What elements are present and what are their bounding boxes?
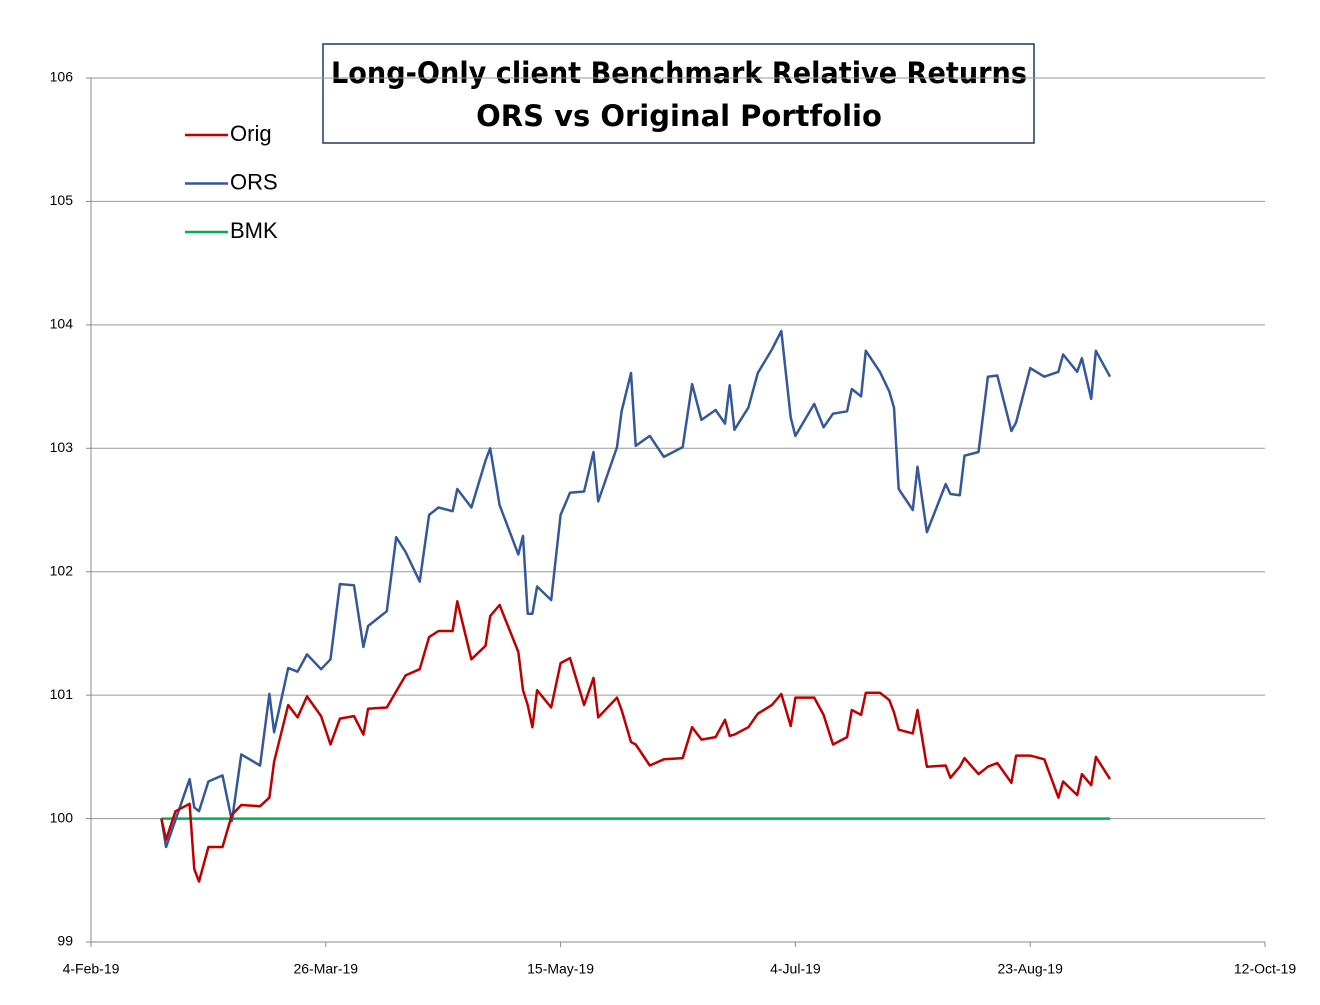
y-tick-label: 106	[50, 69, 74, 85]
title-box	[322, 43, 1035, 144]
x-tick-label: 26-Mar-19	[294, 961, 359, 977]
chart-title: Long-Only client Benchmark Relative Retu…	[331, 56, 1027, 90]
x-tick-label: 23-Aug-19	[998, 961, 1064, 977]
y-tick-label: 100	[50, 809, 74, 825]
chart-subtitle: ORS vs Original Portfolio	[476, 99, 882, 133]
y-tick-label: 105	[50, 192, 74, 208]
y-tick-label: 104	[50, 316, 74, 332]
x-tick-label: 15-May-19	[527, 961, 594, 977]
legend-label: Orig	[230, 121, 272, 146]
y-tick-label: 101	[50, 686, 74, 702]
series-line	[160, 600, 1112, 883]
y-tick-label: 99	[57, 933, 73, 949]
series-line	[160, 329, 1112, 849]
x-tick-label: 4-Feb-19	[63, 961, 120, 977]
legend-label: ORS	[230, 169, 278, 194]
legend-label: BMK	[230, 218, 278, 243]
x-tick-label: 4-Jul-19	[770, 961, 821, 977]
y-tick-label: 103	[50, 439, 74, 455]
x-tick-label: 12-Oct-19	[1234, 961, 1296, 977]
y-tick-label: 102	[50, 562, 74, 578]
